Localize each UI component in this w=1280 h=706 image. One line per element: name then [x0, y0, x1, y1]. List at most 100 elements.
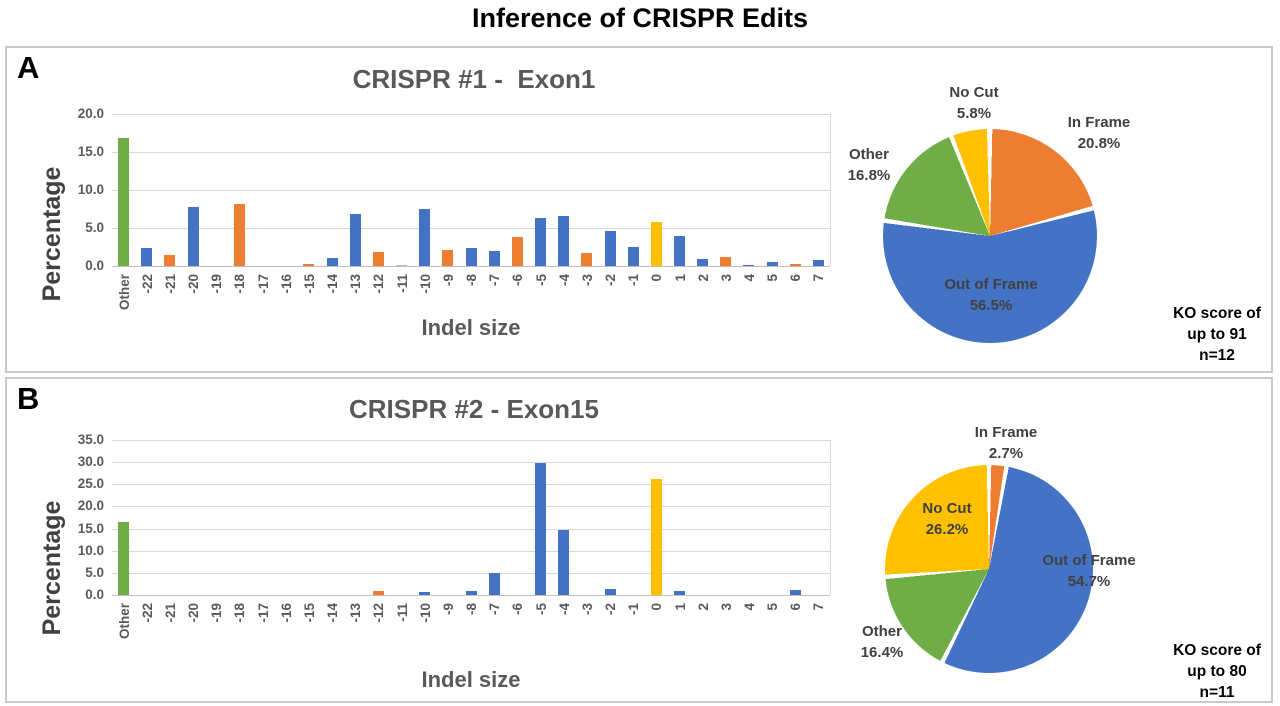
plot-right-border	[830, 114, 831, 266]
x-tick-label: -19	[209, 274, 225, 294]
x-tick-label: 7	[811, 274, 827, 282]
x-tick-label: 5	[765, 274, 781, 282]
x-tick-label: -21	[162, 274, 178, 294]
bar--4	[558, 215, 570, 266]
x-tick-label: -2	[603, 603, 618, 616]
x-tick-label: -22	[139, 603, 155, 623]
x-tick-label: 6	[788, 274, 804, 282]
plot-right-border	[830, 440, 831, 595]
x-tick-label: -6	[510, 274, 526, 287]
bar-Other	[118, 138, 130, 266]
x-tick-label: -18	[232, 603, 248, 623]
gridline	[112, 440, 830, 441]
bar--13	[349, 213, 361, 266]
y-tick-label: 15.0	[77, 144, 104, 159]
panel-b: B CRISPR #2 - Exon15 Percentage Indel si…	[5, 377, 1273, 703]
gridline	[112, 228, 830, 229]
x-tick-label: -9	[440, 603, 456, 616]
gridline	[112, 595, 830, 596]
x-tick-label: Other	[116, 603, 132, 640]
x-tick-label: 0	[649, 274, 665, 282]
x-tick-label: -13	[348, 603, 364, 623]
bar--20	[187, 206, 199, 266]
gridline	[112, 152, 830, 153]
bar--7	[488, 250, 500, 266]
gridline	[112, 550, 830, 552]
gridline	[112, 506, 830, 508]
bar--18	[233, 204, 245, 266]
bar--10	[419, 591, 431, 595]
x-tick-label: 2	[695, 603, 711, 611]
x-tick-label: -14	[325, 603, 340, 623]
bar--3	[581, 253, 593, 266]
x-tick-label: 6	[788, 603, 804, 611]
pie-chart	[883, 129, 1097, 343]
bar-7	[812, 259, 824, 266]
bar-0	[650, 479, 662, 595]
bar-5	[766, 262, 778, 266]
bar-2	[697, 259, 709, 266]
x-tick-label: -9	[440, 274, 456, 287]
x-tick-label: -21	[162, 603, 178, 623]
bar--10	[419, 209, 431, 266]
x-tick-label: -18	[232, 274, 248, 294]
gridline	[112, 462, 830, 464]
bar--8	[465, 590, 477, 595]
pie-label-no-cut: No Cut 26.2%	[922, 500, 972, 538]
y-tick-label: 0.0	[85, 587, 104, 602]
pie-label-no-cut: No Cut 5.8%	[949, 84, 999, 122]
y-tick-label: 15.0	[77, 520, 104, 536]
ko-score-note: KO score of up to 80 n=11	[1173, 642, 1261, 701]
y-tick-label: 35.0	[77, 432, 104, 447]
bar--1	[627, 247, 639, 266]
x-tick-label: -3	[579, 603, 595, 616]
panel-a-label: A	[17, 50, 40, 85]
x-tick-label: 3	[718, 274, 734, 282]
bar-6	[789, 590, 801, 595]
panel-b-label: B	[17, 381, 40, 416]
x-tick-label: 0	[649, 603, 665, 611]
bar-Other	[118, 522, 130, 595]
x-tick-label: 4	[741, 603, 757, 611]
bar--14	[326, 257, 338, 266]
y-tick-label: 10.0	[77, 182, 104, 197]
bar--6	[511, 237, 523, 266]
y-tick-label: 5.0	[85, 220, 104, 235]
y-tick-label: 20.0	[77, 106, 104, 121]
gridline	[112, 190, 830, 191]
x-tick-label: -20	[186, 603, 202, 623]
x-tick-label: 5	[765, 603, 781, 611]
bar-4	[743, 264, 755, 266]
x-tick-label: -5	[533, 274, 549, 287]
bar--7	[488, 573, 500, 595]
x-tick-label: -5	[533, 603, 549, 616]
bar-1	[674, 235, 685, 266]
x-tick-label: -15	[301, 603, 317, 623]
y-tick-label: 10.0	[77, 542, 104, 558]
x-tick-label: -6	[510, 603, 526, 616]
pie-chart	[885, 465, 1093, 673]
bar--5	[535, 218, 546, 266]
gridline	[112, 528, 830, 530]
pie-label-in-frame: In Frame 2.7%	[974, 424, 1038, 462]
x-tick-label: -19	[209, 603, 225, 623]
bar--8	[465, 247, 477, 266]
x-tick-label: -11	[394, 274, 410, 293]
x-tick-label: -17	[255, 274, 271, 294]
bar--21	[164, 254, 176, 266]
x-tick-label: -12	[371, 603, 387, 623]
panel-a: A CRISPR #1 - Exon1 Percentage Indel siz…	[5, 46, 1273, 373]
x-tick-label: -14	[325, 274, 340, 294]
x-tick-label: -12	[371, 274, 387, 294]
x-tick-label: 2	[695, 274, 711, 282]
x-tick-label: 7	[811, 603, 827, 611]
bar-6	[789, 263, 801, 266]
bar--22	[141, 247, 153, 266]
x-tick-label: -10	[417, 274, 433, 294]
x-tick-label: -7	[487, 274, 503, 287]
x-tick-label: -22	[139, 274, 155, 294]
x-tick-label: 4	[741, 274, 757, 282]
x-tick-label: -16	[278, 603, 294, 623]
x-tick-label: 1	[672, 603, 688, 611]
x-tick-label: -1	[626, 274, 642, 287]
